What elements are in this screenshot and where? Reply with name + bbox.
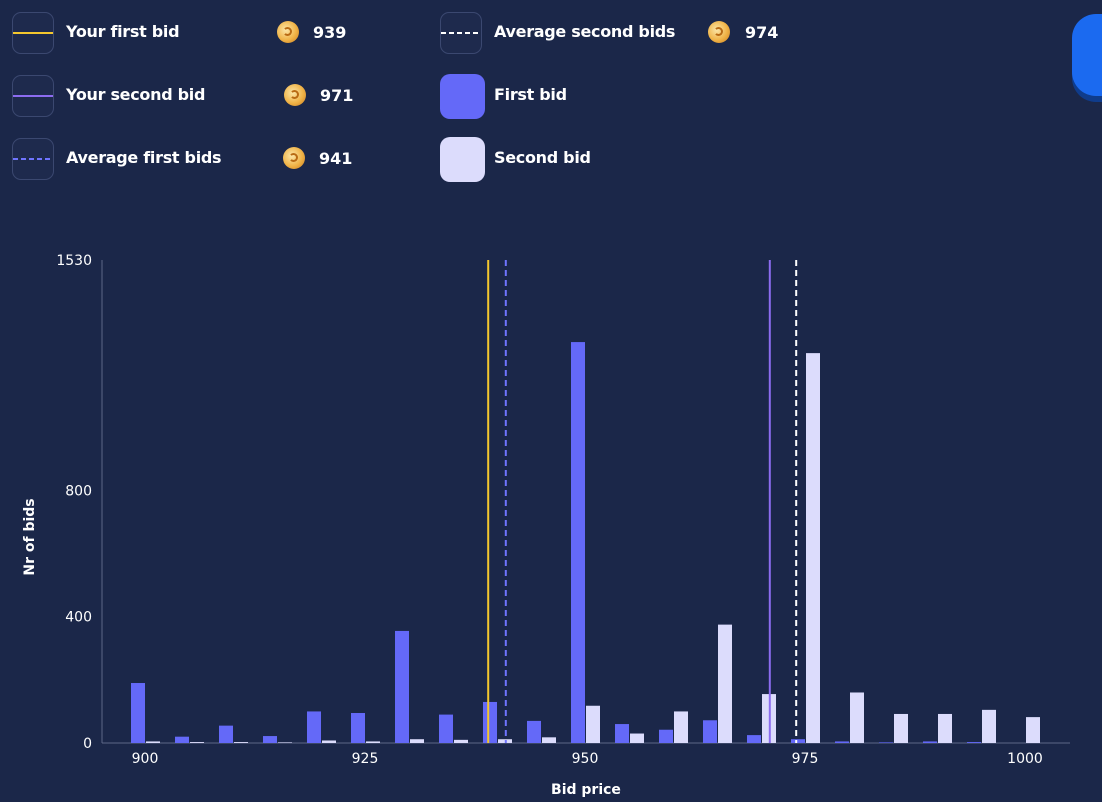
legend-label: Your second bid	[66, 85, 206, 104]
second-bid-bar	[938, 713, 952, 743]
second-bid-bar	[1026, 717, 1040, 743]
x-tick-label: 1000	[1007, 751, 1043, 767]
solid-line-icon	[12, 12, 54, 54]
x-axis-title: Bid price	[551, 782, 621, 798]
x-tick-label: 925	[352, 751, 379, 767]
second-bid-bar	[674, 711, 688, 743]
y-tick-label: 0	[83, 736, 92, 752]
legend-second-bid: Second bid	[440, 136, 591, 182]
first-bid-bar	[967, 742, 981, 743]
first-bid-bar	[439, 714, 453, 743]
second-bid-bar	[542, 737, 556, 743]
legend-value: 971	[320, 86, 354, 105]
first-bid-bar	[263, 736, 277, 743]
legend-average-first-bids: Average first bids	[12, 136, 222, 182]
second-bid-bar	[894, 713, 908, 743]
legend-your-second-bid: Your second bid	[12, 73, 205, 119]
second-bid-bar	[322, 740, 336, 743]
x-tick-label: 950	[572, 751, 599, 767]
second-bid-bar	[410, 739, 424, 743]
side-panel-tab[interactable]	[1072, 14, 1102, 96]
legend-average-second-bids: Average second bids	[440, 10, 675, 56]
legend-label: Second bid	[494, 148, 591, 167]
first-bid-bar	[747, 735, 761, 743]
dashed-line-icon	[12, 138, 54, 180]
legend-label: First bid	[494, 85, 567, 104]
shell-icon	[284, 84, 306, 106]
y-tick-label: 400	[65, 610, 92, 626]
y-axis-title: Nr of bids	[22, 498, 38, 575]
first-bid-bar	[175, 736, 189, 743]
second-bid-bar	[190, 742, 204, 743]
legend-label: Average second bids	[494, 22, 676, 41]
first-bid-bar	[351, 713, 365, 743]
y-tick-label: 1530	[56, 253, 92, 269]
second-bid-bar	[234, 742, 248, 743]
legend-your-first-bid: Your first bid	[12, 10, 180, 56]
first-bid-bar	[571, 342, 585, 743]
legend-first-bid: First bid	[440, 73, 567, 119]
first-bid-bar	[219, 725, 233, 743]
second-bid-bar	[278, 742, 292, 743]
legend-value: 941	[319, 149, 353, 168]
second-bid-bar	[982, 709, 996, 743]
shell-icon	[708, 21, 730, 43]
first-bid-bar	[791, 739, 805, 743]
second-bid-bar	[146, 741, 160, 743]
legend-label: Average first bids	[66, 148, 222, 167]
first-bid-bar	[615, 724, 629, 743]
shell-icon	[277, 21, 299, 43]
second-bid-bar	[454, 739, 468, 743]
second-bid-bar	[850, 692, 864, 743]
first-bid-bar	[703, 720, 717, 743]
x-tick-label: 975	[792, 751, 819, 767]
legend-value: 974	[745, 23, 779, 42]
first-bid-bar	[307, 711, 321, 743]
first-bid-bar	[835, 741, 849, 743]
legend-label: Your first bid	[66, 22, 180, 41]
legend-value: 939	[313, 23, 347, 42]
y-tick-label: 800	[65, 483, 92, 499]
first-bid-bar	[483, 701, 497, 743]
first-bid-bar	[395, 630, 409, 743]
second-bid-bar	[630, 733, 644, 743]
first-bid-bar	[527, 720, 541, 743]
second-bid-swatch	[440, 136, 485, 182]
second-bid-bar	[718, 624, 732, 743]
second-bid-bar	[806, 353, 820, 743]
first-bid-bar	[923, 741, 937, 743]
chart-legend: Your first bid 939 Your second bid 971 A…	[0, 0, 820, 200]
first-bid-swatch	[440, 73, 485, 119]
x-tick-label: 900	[132, 751, 159, 767]
first-bid-bar	[879, 742, 893, 743]
first-bid-bar	[131, 683, 145, 743]
second-bid-bar	[586, 705, 600, 743]
shell-icon	[283, 147, 305, 169]
first-bid-bar	[659, 729, 673, 743]
second-bid-bar	[366, 741, 380, 743]
dashed-line-icon	[440, 12, 482, 54]
solid-line-icon	[12, 75, 54, 117]
